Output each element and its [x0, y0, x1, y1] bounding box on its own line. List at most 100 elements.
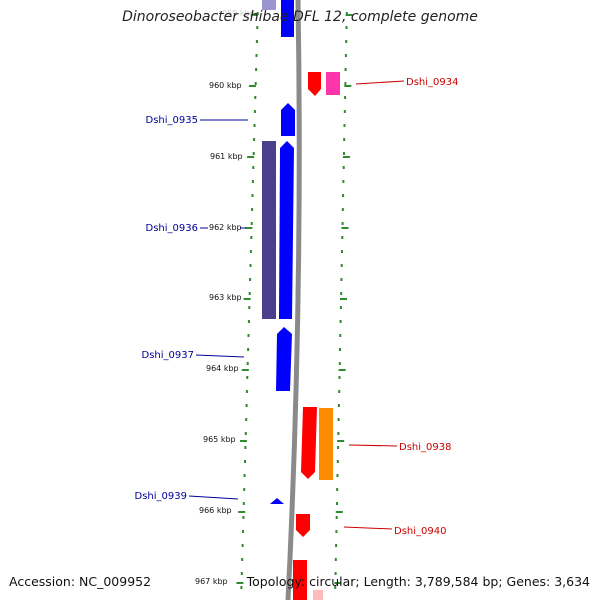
genome-backbone [285, 0, 302, 600]
tick-dot-left [247, 348, 250, 351]
tick-dot-left [253, 110, 256, 113]
label-dshi-0940[interactable]: Dshi_0940 [394, 526, 446, 537]
tick-dot-left [247, 334, 250, 337]
tick-dot-left [248, 306, 251, 309]
tick-dot-left [245, 404, 248, 407]
tick-dot-left [249, 278, 252, 281]
tick-dot-left [249, 264, 252, 267]
tick-major-right [334, 582, 342, 584]
tick-dot-left [254, 82, 257, 85]
tick-dot-right [338, 390, 341, 393]
ruler-label: 961 kbp [210, 152, 243, 161]
tick-dot-left [241, 558, 244, 561]
ticks-major-right [334, 14, 353, 584]
tick-dot-right [337, 404, 340, 407]
ticks-minor-right [334, 12, 348, 589]
leader-line-dshi-0937 [195, 354, 245, 358]
label-dshi-0934[interactable]: Dshi_0934 [406, 77, 458, 88]
gene-block-top[interactable] [281, 0, 294, 37]
ruler-label: 965 kbp [203, 435, 236, 444]
tick-major-left [243, 298, 251, 300]
tick-dot-left [252, 152, 255, 155]
ruler-label: 966 kbp [199, 506, 232, 515]
label-dshi-0938[interactable]: Dshi_0938 [399, 442, 451, 453]
cds-dshi-0936[interactable] [262, 141, 276, 319]
tick-dot-left [250, 222, 253, 225]
ruler-label: 967 kbp [195, 577, 228, 586]
tick-dot-left [241, 544, 244, 547]
tick-dot-left [240, 572, 243, 575]
tick-dot-left [242, 530, 244, 533]
tick-dot-right [342, 194, 345, 197]
label-dshi-0935[interactable]: Dshi_0935 [146, 115, 198, 126]
tick-dot-right [337, 418, 340, 421]
right-gene-labels: Dshi_0934 Dshi_0938 Dshi_0940 [343, 77, 458, 537]
tick-dot-left [245, 390, 248, 393]
tick-dot-right [334, 572, 337, 575]
tick-dot-right [344, 68, 347, 71]
tick-dot-left [255, 68, 258, 71]
label-dshi-0937[interactable]: Dshi_0937 [142, 350, 194, 361]
plus-strand-features [293, 72, 340, 600]
gene-dshi-0938[interactable] [301, 407, 317, 479]
ruler-label: 964 kbp [206, 364, 239, 373]
label-dshi-0939[interactable]: Dshi_0939 [135, 491, 187, 502]
tick-dot-right [344, 54, 347, 57]
tick-major-right [337, 440, 345, 442]
tick-dot-right [337, 432, 340, 435]
tick-dot-right [341, 236, 344, 239]
tick-dot-right [339, 320, 342, 323]
tick-dot-left [249, 250, 252, 253]
gene-block-bottom[interactable] [293, 560, 307, 600]
tick-dot-right [336, 474, 339, 477]
tick-major-left [248, 85, 256, 87]
feature-dshi-0934-misc[interactable] [326, 72, 340, 95]
gene-block-top-cds[interactable] [262, 0, 276, 10]
tick-dot-right [343, 110, 346, 113]
tick-dot-left [243, 474, 246, 477]
gene-dshi-0936[interactable] [279, 141, 294, 319]
accession-text: Accession: NC_009952 [9, 574, 152, 589]
tick-dot-right [343, 138, 346, 141]
tick-dot-left [252, 166, 255, 169]
leader-line-dshi-0938 [348, 444, 398, 447]
gene-dshi-0935[interactable] [281, 103, 295, 136]
tick-dot-right [335, 544, 338, 547]
label-dshi-0936[interactable]: Dshi_0936 [146, 223, 198, 234]
tick-dot-left [253, 124, 256, 127]
gene-dshi-0934[interactable] [308, 72, 321, 96]
cds-dshi-0938[interactable] [319, 408, 333, 480]
tick-dot-right [338, 376, 341, 379]
tick-dot-left [242, 516, 245, 519]
tick-dot-right [339, 334, 342, 337]
tick-dot-left [256, 12, 259, 15]
ticks-major-left [236, 14, 258, 584]
tick-major-left [245, 227, 253, 229]
ticks-minor-left [240, 12, 259, 589]
minus-strand-features [262, 0, 295, 504]
tick-major-left [250, 14, 258, 16]
tick-dot-right [344, 82, 347, 85]
ruler-label: 962 kbp [209, 223, 242, 232]
gene-dshi-0940[interactable] [296, 514, 310, 537]
gene-dshi-0937[interactable] [276, 327, 292, 391]
tick-dot-right [336, 502, 338, 505]
tick-dot-left [246, 376, 249, 379]
tick-dot-right [336, 488, 339, 491]
gene-block-bottom-light[interactable] [313, 590, 323, 600]
tick-dot-right [338, 362, 341, 365]
tick-dot-left [250, 236, 253, 239]
leader-line-dshi-0939 [188, 495, 239, 500]
gene-dshi-0939[interactable] [270, 498, 284, 504]
tick-major-right [344, 85, 352, 87]
ruler-labels: 960 kbp 961 kbp 962 kbp 963 kbp 964 kbp … [195, 81, 243, 586]
tick-major-left [238, 511, 246, 513]
tick-dot-right [340, 292, 343, 295]
tick-dot-left [247, 320, 250, 323]
tick-dot-right [342, 166, 345, 169]
tick-dot-right [339, 306, 342, 309]
ruler-label: 963 kbp [209, 293, 242, 302]
tick-dot-left [251, 208, 254, 211]
tick-dot-right [335, 530, 338, 533]
